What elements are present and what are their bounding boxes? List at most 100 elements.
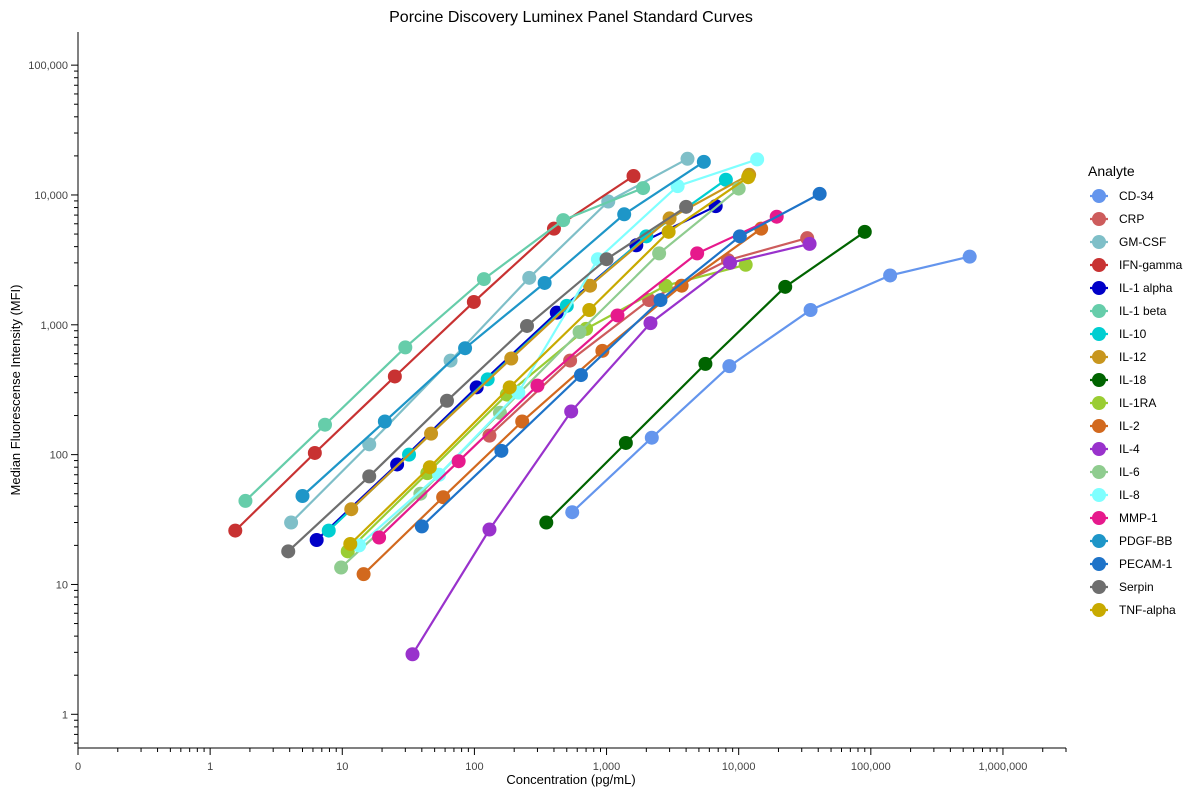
legend-item-il-12: IL-12 <box>1090 350 1147 364</box>
data-point-tnf-alpha <box>741 170 756 185</box>
data-point-cd-34 <box>962 249 977 264</box>
series-il-4 <box>405 236 817 662</box>
data-point-il-18 <box>618 435 633 450</box>
data-point-il-4 <box>482 522 497 537</box>
legend-marker-il-6 <box>1092 465 1106 479</box>
series-gm-csf <box>284 151 695 530</box>
series-line-tnf-alpha <box>349 176 749 545</box>
data-point-cd-34 <box>803 303 818 318</box>
data-point-il-2 <box>436 490 451 505</box>
series-pdgf-bb <box>295 154 711 504</box>
legend-item-tnf-alpha: TNF-alpha <box>1090 603 1176 617</box>
data-point-il-18 <box>698 356 713 371</box>
data-point-crp <box>563 353 578 368</box>
x-tick-label: 1 <box>207 761 213 773</box>
legend-label-crp: CRP <box>1119 212 1144 226</box>
data-point-tnf-alpha <box>661 224 676 239</box>
data-point-pecam-1 <box>494 443 509 458</box>
data-point-gm-csf <box>680 151 695 166</box>
legend-label-ifn-gamma: IFN-gamma <box>1119 258 1183 272</box>
legend-marker-gm-csf <box>1092 235 1106 249</box>
data-point-pdgf-bb <box>377 414 392 429</box>
data-point-il-12 <box>504 351 519 366</box>
data-point-serpin <box>281 544 296 559</box>
data-point-pecam-1 <box>414 519 429 534</box>
data-point-cd-34 <box>883 268 898 283</box>
legend-item-mmp-1: MMP-1 <box>1090 511 1158 525</box>
data-point-il-1-beta <box>238 493 253 508</box>
data-point-il-1-beta <box>636 181 651 196</box>
legend-label-cd-34: CD-34 <box>1119 189 1154 203</box>
data-point-il-2 <box>515 414 530 429</box>
data-point-pecam-1 <box>812 186 827 201</box>
series-il-2 <box>356 221 769 582</box>
legend-label-il-6: IL-6 <box>1119 465 1140 479</box>
chart-title: Porcine Discovery Luminex Panel Standard… <box>389 9 753 26</box>
legend-item-pdgf-bb: PDGF-BB <box>1090 534 1172 548</box>
legend-item-serpin: Serpin <box>1090 580 1154 594</box>
legend-item-il-1ra: IL-1RA <box>1090 396 1156 410</box>
data-point-il-18 <box>857 224 872 239</box>
series-mmp-1 <box>372 209 784 545</box>
legend-marker-serpin <box>1092 580 1106 594</box>
data-point-tnf-alpha <box>582 303 597 318</box>
legend-marker-pecam-1 <box>1092 557 1106 571</box>
data-point-ifn-gamma <box>228 523 243 538</box>
legend-label-gm-csf: GM-CSF <box>1119 235 1166 249</box>
data-point-il-1ra <box>658 278 673 293</box>
data-point-pecam-1 <box>573 368 588 383</box>
data-point-il-1-beta <box>556 213 571 228</box>
legend-marker-il-2 <box>1092 419 1106 433</box>
data-point-ifn-gamma <box>307 445 322 460</box>
data-point-mmp-1 <box>372 530 387 545</box>
data-point-ifn-gamma <box>466 294 481 309</box>
legend-label-il-4: IL-4 <box>1119 442 1140 456</box>
data-point-il-1ra <box>738 257 753 272</box>
data-point-il-2 <box>674 278 689 293</box>
legend-item-ifn-gamma: IFN-gamma <box>1090 258 1183 272</box>
legend-item-cd-34: CD-34 <box>1090 189 1154 203</box>
series-line-il-1-beta <box>244 187 644 502</box>
series-il-1-beta <box>238 181 651 508</box>
series-line-cd-34 <box>571 255 970 514</box>
data-point-pdgf-bb <box>537 275 552 290</box>
data-point-il-2 <box>356 567 371 582</box>
legend-marker-il-10 <box>1092 327 1106 341</box>
series-line-il-8 <box>358 158 758 547</box>
data-point-mmp-1 <box>451 454 466 469</box>
legend-item-il-1-beta: IL-1 beta <box>1090 304 1167 318</box>
legend-item-il-2: IL-2 <box>1090 419 1140 433</box>
series-line-gm-csf <box>290 157 689 524</box>
data-point-mmp-1 <box>690 246 705 261</box>
legend-label-serpin: Serpin <box>1119 580 1154 594</box>
legend-label-il-12: IL-12 <box>1119 350 1147 364</box>
data-point-mmp-1 <box>530 378 545 393</box>
legend-item-crp: CRP <box>1090 212 1144 226</box>
legend-item-il-6: IL-6 <box>1090 465 1140 479</box>
data-point-pecam-1 <box>653 293 668 308</box>
data-point-il-12 <box>344 502 359 517</box>
data-point-il-18 <box>539 515 554 530</box>
legend-marker-il-1ra <box>1092 396 1106 410</box>
series-line-il-2 <box>362 227 762 575</box>
data-point-il-12 <box>424 426 439 441</box>
data-point-il-2 <box>595 343 610 358</box>
data-point-il-6 <box>413 486 428 501</box>
series-serpin <box>281 199 694 559</box>
data-point-tnf-alpha <box>502 380 517 395</box>
data-point-il-1-alpha <box>469 380 484 395</box>
legend-item-il-4: IL-4 <box>1090 442 1140 456</box>
y-axis-title: Median Fluorescense Intensity (MFI) <box>8 285 23 496</box>
data-point-pecam-1 <box>732 229 747 244</box>
data-point-il-1-alpha <box>549 305 564 320</box>
data-point-il-4 <box>802 236 817 251</box>
data-point-il-8 <box>750 152 765 167</box>
legend-label-mmp-1: MMP-1 <box>1119 511 1158 525</box>
legend-marker-il-8 <box>1092 488 1106 502</box>
data-point-il-1-alpha <box>309 533 324 548</box>
legend-marker-tnf-alpha <box>1092 603 1106 617</box>
data-point-il-10 <box>321 523 336 538</box>
y-tick-label: 100 <box>50 450 68 462</box>
y-ticks: 1 10 100 1,000 10,000 100,000 <box>28 60 78 744</box>
